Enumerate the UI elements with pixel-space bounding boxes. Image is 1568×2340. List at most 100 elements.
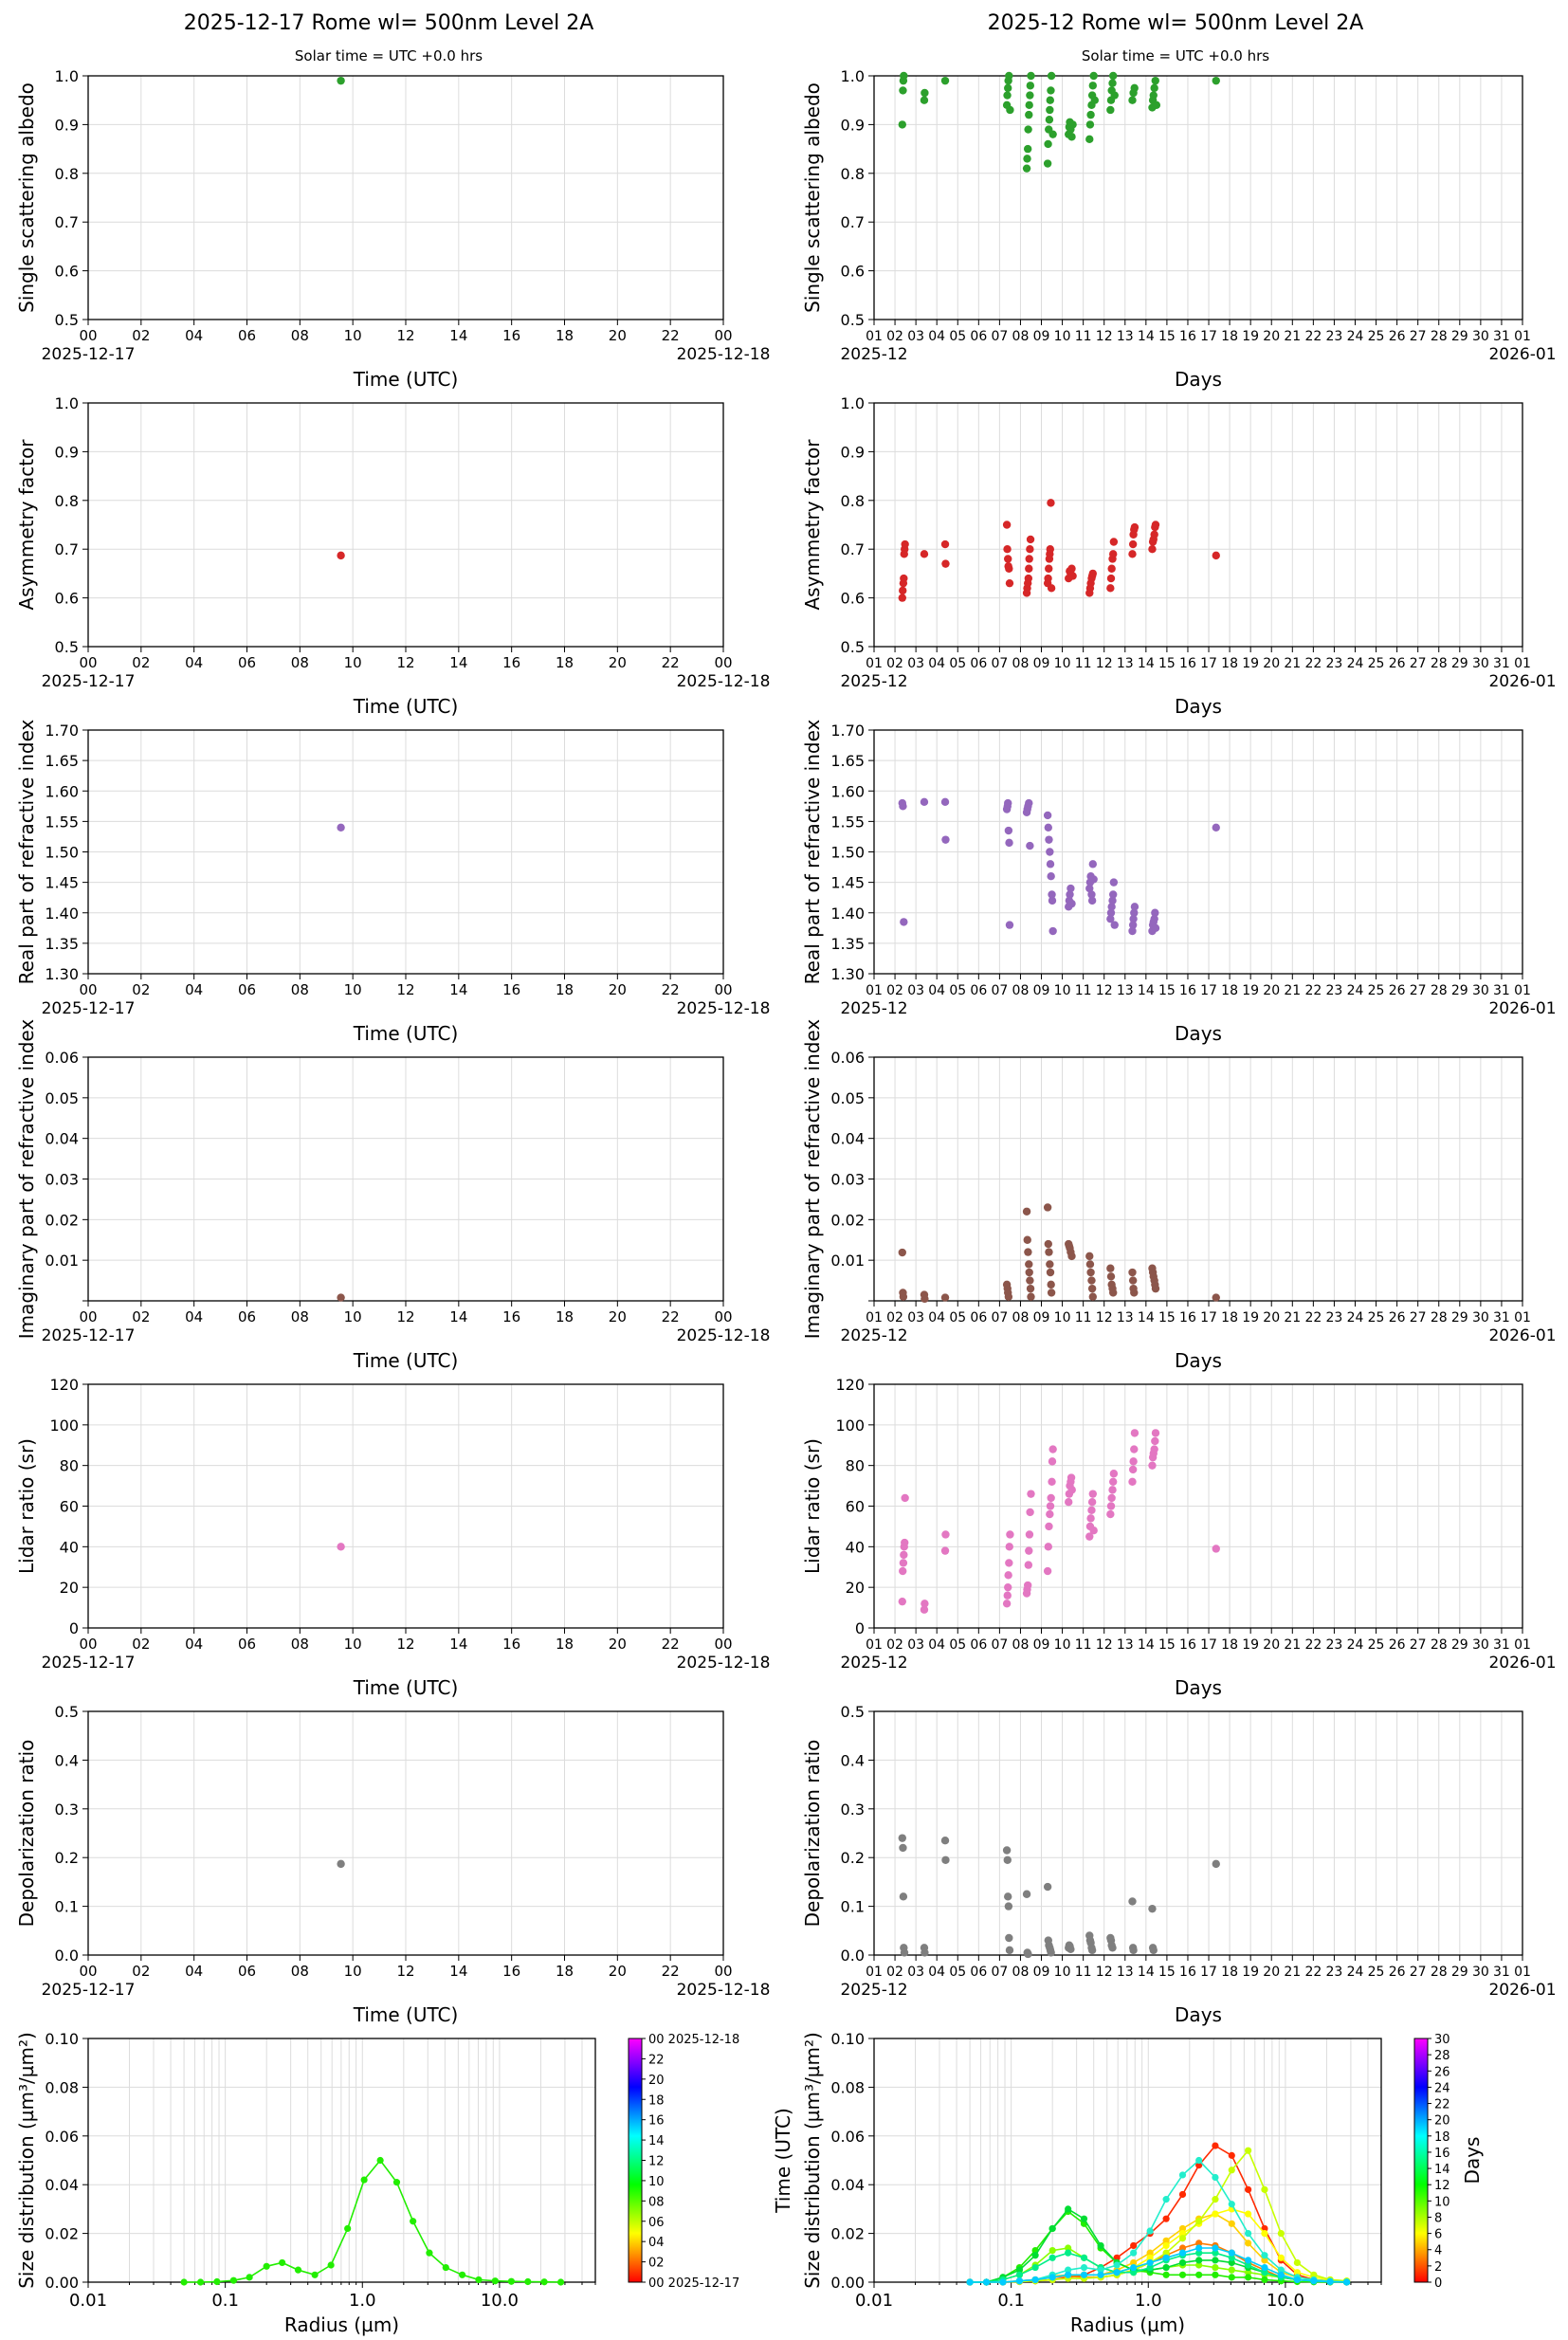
- x-tick-label: 06: [238, 327, 256, 344]
- data-point: [1045, 1522, 1053, 1531]
- size-distribution-point: [1212, 2196, 1219, 2203]
- x-tick-label: 20: [1263, 656, 1280, 671]
- size-distribution-point: [1031, 2263, 1039, 2272]
- x-tick-label: 06: [238, 981, 256, 998]
- x-tick-label: 05: [949, 329, 966, 344]
- colorbar-tick-label: 4: [1434, 2244, 1442, 2258]
- data-point: [1048, 1457, 1057, 1466]
- x-tick-label: 03: [907, 656, 924, 671]
- data-point: [1005, 921, 1014, 929]
- x-tick-label: 1.0: [1135, 2291, 1162, 2311]
- size-distribution-point: [1178, 2230, 1187, 2238]
- data-point: [1085, 1260, 1095, 1269]
- data-point: [899, 1892, 908, 1901]
- data-point: [1048, 1477, 1056, 1487]
- data-point: [1212, 823, 1220, 832]
- data-point: [1026, 1284, 1035, 1293]
- y-axis-label: Real part of refractive index: [15, 719, 38, 984]
- data-point: [940, 797, 950, 807]
- data-point: [1108, 1289, 1118, 1297]
- size-distribution-point: [1261, 2185, 1268, 2193]
- x-tick-label: 03: [907, 1637, 924, 1653]
- data-point: [899, 586, 907, 595]
- x-tick-label: 06: [970, 656, 987, 671]
- data-point: [1026, 535, 1035, 544]
- x-tick-label: 10: [1054, 983, 1071, 998]
- y-tick-label: 0.4: [841, 1751, 865, 1769]
- data-point: [1027, 1292, 1035, 1301]
- size-distribution-point: [1228, 2220, 1235, 2227]
- colorbar-tick-label: 18: [648, 2093, 665, 2108]
- size-distribution-point: [311, 2271, 319, 2278]
- size-distribution-point: [294, 2266, 302, 2274]
- y-tick-label: 0.2: [841, 1849, 865, 1867]
- x-tick-label: 09: [1033, 329, 1050, 344]
- y-tick-label: 1.65: [45, 752, 79, 770]
- right-title: 2025-12 Rome wl= 500nm Level 2A: [987, 11, 1364, 35]
- data-point: [1043, 1203, 1052, 1212]
- size-distribution-point: [1162, 2241, 1170, 2250]
- size-distribution-point: [491, 2277, 499, 2285]
- data-point: [1067, 884, 1075, 893]
- x-tick-label: 14: [1138, 1310, 1155, 1325]
- data-point: [1106, 1502, 1116, 1510]
- x-end-date-label: 2026-01: [1488, 1654, 1556, 1673]
- data-point: [1087, 890, 1096, 899]
- size-distribution-point: [1065, 2249, 1072, 2257]
- data-point: [1024, 1561, 1033, 1569]
- data-point: [1108, 550, 1118, 558]
- data-point: [1128, 1465, 1138, 1474]
- data-point: [1108, 1486, 1117, 1494]
- y-tick-label: 0: [855, 1619, 865, 1637]
- size-distribution-point: [1130, 2269, 1138, 2276]
- data-point: [1067, 564, 1076, 573]
- x-tick-label: 24: [1347, 1310, 1364, 1325]
- x-tick-label: 17: [1200, 1637, 1217, 1653]
- size-distribution-point: [1326, 2277, 1334, 2286]
- size-distribution-point: [1065, 2271, 1072, 2278]
- colorbar-tick-label: 14: [1434, 2163, 1450, 2177]
- y-tick-label: 1.0: [55, 394, 79, 412]
- x-tick-label: 13: [1117, 656, 1134, 671]
- size-distribution-point: [1080, 2215, 1088, 2222]
- size-distribution-point: [360, 2176, 368, 2184]
- data-point: [1005, 71, 1013, 81]
- data-point: [1026, 841, 1034, 850]
- x-tick-label: 12: [396, 327, 414, 344]
- x-tick-label: 14: [449, 1308, 467, 1325]
- y-tick-label: 0.5: [841, 311, 865, 329]
- x-tick-label: 20: [1263, 1637, 1280, 1653]
- size-distribution-point: [1080, 2254, 1088, 2261]
- x-tick-label: 22: [1304, 1637, 1322, 1653]
- x-tick-label: 06: [238, 654, 256, 671]
- x-tick-label: 17: [1200, 656, 1217, 671]
- x-tick-label: 18: [556, 1963, 574, 1980]
- x-tick-label: 12: [396, 1963, 414, 1980]
- y-tick-label: 0.10: [45, 2030, 79, 2048]
- y-tick-label: 0.03: [45, 1171, 79, 1189]
- x-start-date-label: 2025-12: [840, 672, 907, 691]
- y-axis-label: Size distribution (µm³/µm²): [15, 2032, 38, 2289]
- x-tick-label: 16: [1179, 983, 1196, 998]
- x-tick-label: 10: [344, 981, 362, 998]
- data-point: [1004, 1292, 1013, 1301]
- y-tick-label: 0.04: [830, 2176, 865, 2194]
- data-point: [337, 1859, 345, 1869]
- x-tick-label: 22: [662, 654, 680, 671]
- data-point: [1106, 908, 1116, 917]
- size-distribution-point: [1162, 2249, 1170, 2257]
- x-start-date-label: 2025-12: [840, 1654, 907, 1673]
- x-tick-label: 18: [556, 654, 574, 671]
- x-axis-label: Radius (µm): [284, 2313, 399, 2336]
- y-tick-label: 80: [60, 1457, 79, 1475]
- axes-frame: [87, 729, 724, 975]
- x-start-date-label: 2025-12-17: [42, 672, 136, 691]
- y-tick-label: 0.9: [841, 443, 865, 461]
- data-point: [1047, 71, 1056, 81]
- data-point: [1128, 1276, 1138, 1285]
- data-point: [1087, 1276, 1096, 1285]
- size-distribution-point: [1261, 2269, 1268, 2276]
- x-tick-label: 02: [886, 1965, 903, 1980]
- x-tick-label: 14: [1138, 1965, 1155, 1980]
- y-tick-label: 0.00: [830, 2274, 865, 2292]
